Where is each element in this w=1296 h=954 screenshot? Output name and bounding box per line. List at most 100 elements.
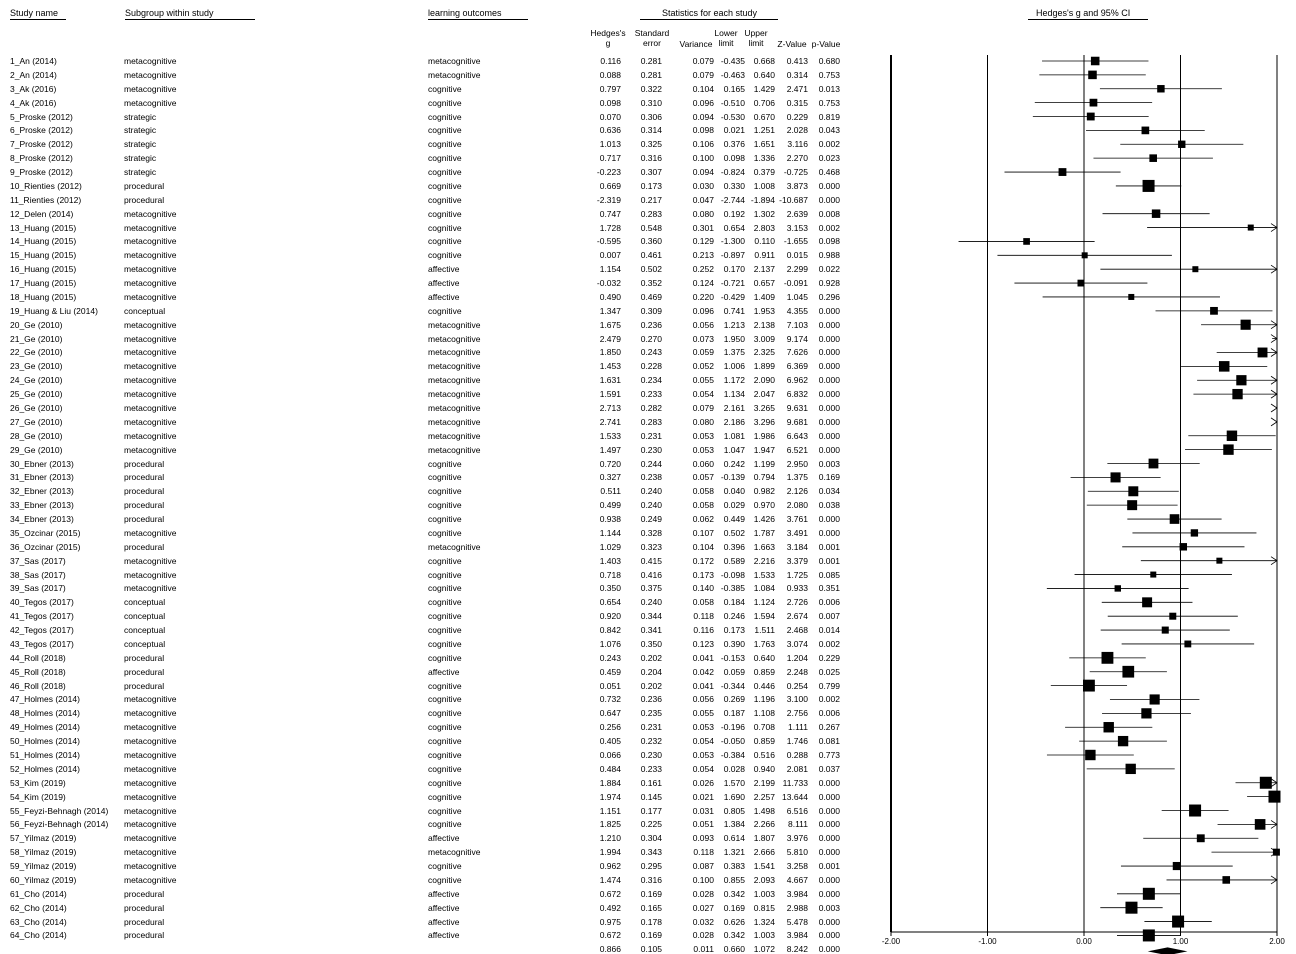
subgroup: procedural [124,916,165,927]
hedges-g: 0.243 [599,652,621,663]
z-value: 2.468 [786,625,808,636]
hedges-g: 0.256 [599,722,621,733]
standard-error: 0.416 [640,569,662,580]
learning-outcome: cognitive [428,652,462,663]
learning-outcome: cognitive [428,194,462,205]
upper-limit: 0.815 [753,902,775,913]
lower-limit: 0.396 [723,541,745,552]
z-value: 3.984 [786,930,808,941]
p-value: 0.085 [818,569,840,580]
learning-outcome: cognitive [428,180,462,191]
z-value: 1.725 [786,569,808,580]
z-value: 9.681 [786,416,808,427]
subgroup: strategic [124,139,157,150]
variance: 0.051 [692,819,714,830]
learning-outcome: cognitive [428,763,462,774]
learning-outcome: cognitive [428,250,462,261]
upper-limit: 1.787 [753,527,775,538]
study-name: 44_Roll (2018) [10,652,66,663]
subgroup: procedural [124,902,165,913]
summary-upper-limit: 1.072 [753,944,775,954]
z-value: 0.413 [786,56,808,66]
variance: 0.173 [692,569,714,580]
lower-limit: 0.169 [723,902,745,913]
upper-limit: 1.336 [753,153,775,164]
z-value: 0.288 [786,750,808,760]
learning-outcome: metacognitive [428,541,481,552]
learning-outcome: metacognitive [428,375,481,386]
variance: 0.058 [692,500,714,511]
lower-limit: -0.344 [720,680,745,691]
header-underline [1028,19,1148,20]
point-estimate [1086,112,1095,121]
point-estimate [1247,224,1254,231]
learning-outcome: cognitive [428,236,462,247]
hedges-g: 0.088 [599,69,621,80]
off-scale-arrow-right [1270,417,1278,427]
z-value: 8.111 [787,819,808,830]
summary-p-value: 0.000 [818,944,840,954]
z-value: 3.379 [786,555,808,566]
upper-limit: 0.640 [753,69,775,80]
study-name: 17_Huang (2015) [10,278,77,289]
standard-error: 0.461 [640,250,662,261]
hedges-g: 0.672 [599,930,621,941]
subgroup: metacognitive [124,791,177,802]
study-name: 35_Ozcinar (2015) [10,527,81,538]
subgroup: metacognitive [124,264,177,275]
standard-error: 0.233 [640,389,662,400]
upper-limit: 0.859 [753,666,775,677]
z-value: 6.521 [786,444,808,455]
subheader-se: Standard error [630,28,674,48]
hedges-g: 0.098 [599,97,621,108]
point-estimate [1023,238,1030,245]
p-value: 0.000 [818,430,840,441]
hedges-g: 1.675 [599,319,621,330]
standard-error: 0.178 [640,916,662,927]
subheader-line: Lower [714,28,738,38]
subheader-upper: Upper limit [734,28,778,48]
lower-limit: 0.192 [723,208,745,219]
z-value: 3.976 [786,833,808,844]
z-value: 2.028 [786,125,808,136]
z-value: 3.074 [786,638,808,649]
p-value: 0.799 [818,680,840,691]
z-value: 0.314 [786,69,808,80]
lower-limit: 0.165 [723,83,745,94]
upper-limit: 2.325 [753,347,775,358]
p-value: 0.000 [818,805,840,816]
standard-error: 0.232 [640,736,662,747]
p-value: 0.002 [818,222,840,233]
lower-limit: 0.021 [723,125,745,136]
p-value: 0.000 [818,514,840,525]
learning-outcome: cognitive [428,458,462,469]
upper-limit: 1.511 [754,625,775,636]
z-value: 3.761 [786,514,808,525]
standard-error: 0.204 [640,666,662,677]
variance: 0.252 [692,264,714,275]
subgroup: metacognitive [124,430,177,441]
point-estimate [1218,361,1230,372]
variance: 0.056 [692,694,714,705]
variance: 0.062 [692,514,714,525]
upper-limit: 0.970 [753,500,775,511]
z-value: 2.756 [786,708,808,719]
study-name: 37_Sas (2017) [10,555,66,566]
subgroup: procedural [124,888,165,899]
subheader-lower: Lower limit [704,28,748,48]
subgroup: procedural [124,666,165,677]
lower-limit: 0.855 [723,874,745,885]
standard-error: 0.323 [640,541,662,552]
variance: 0.054 [692,736,714,747]
tick-label: 2.00 [1269,937,1285,946]
standard-error: 0.145 [640,791,662,802]
learning-outcome: affective [428,264,460,275]
subgroup: metacognitive [124,694,177,705]
standard-error: 0.233 [640,763,662,774]
hedges-g: 1.076 [599,638,621,649]
standard-error: 0.375 [640,583,662,594]
learning-outcome: affective [428,888,460,899]
p-value: 0.000 [818,180,840,191]
variance: 0.041 [692,652,714,663]
lower-limit: 1.134 [723,389,745,400]
